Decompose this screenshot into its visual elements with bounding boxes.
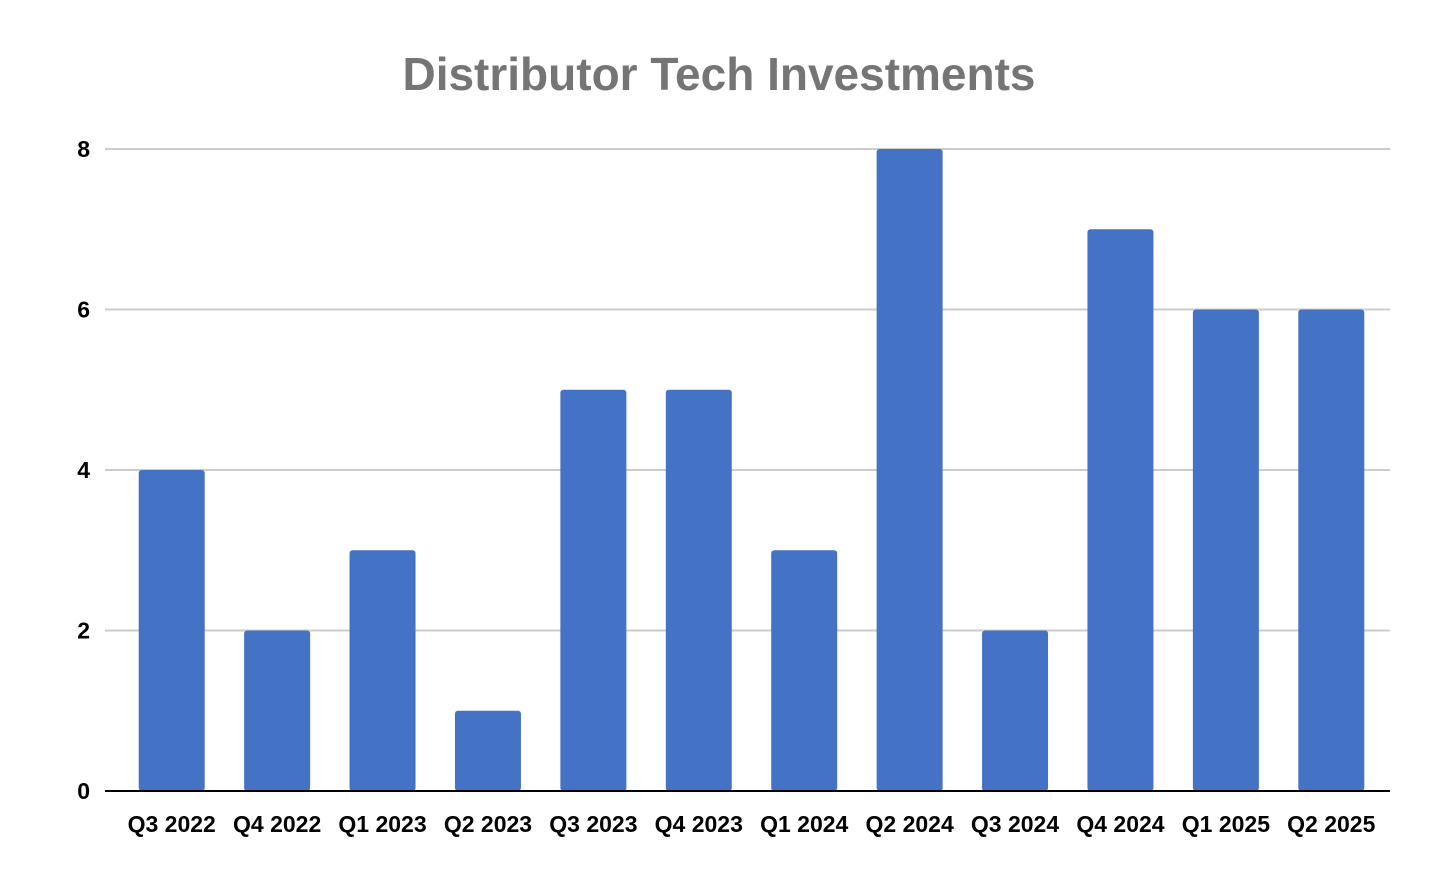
x-axis-ticks: Q3 2022 Q4 2022 Q1 2023 Q2 2023 Q3 2023 Q4 20… — [128, 811, 1376, 837]
y-tick-label: 2 — [77, 618, 90, 644]
bar — [349, 550, 416, 791]
x-tick-label: Q3 2022 — [128, 811, 216, 837]
y-tick-label: 8 — [77, 136, 90, 162]
bar — [982, 630, 1049, 791]
bar — [244, 630, 311, 791]
x-tick-label: Q1 2024 — [760, 811, 848, 837]
x-tick-label: Q2 2023 — [444, 811, 532, 837]
y-tick-label: 6 — [77, 297, 90, 323]
bar — [771, 550, 838, 791]
bar — [1192, 309, 1259, 791]
bar — [454, 710, 521, 791]
x-tick-label: Q4 2022 — [233, 811, 321, 837]
y-tick-label: 4 — [77, 457, 90, 483]
y-axis-ticks: 0 2 4 6 8 — [77, 136, 90, 804]
x-tick-label: Q2 2024 — [866, 811, 954, 837]
y-tick-label: 0 — [77, 778, 90, 804]
x-tick-label: Q1 2025 — [1182, 811, 1270, 837]
bar — [876, 149, 943, 791]
x-tick-label: Q1 2023 — [338, 811, 426, 837]
chart-title: Distributor Tech Investments — [402, 48, 1035, 100]
bar — [1087, 229, 1154, 791]
x-tick-label: Q3 2024 — [971, 811, 1059, 837]
bar — [560, 389, 627, 791]
bar — [665, 389, 732, 791]
gridlines — [105, 148, 1390, 632]
bar — [1298, 309, 1365, 791]
x-tick-label: Q4 2024 — [1076, 811, 1164, 837]
x-tick-label: Q4 2023 — [655, 811, 743, 837]
x-tick-label: Q3 2023 — [549, 811, 637, 837]
bar — [138, 470, 205, 791]
bars — [138, 149, 1365, 791]
x-tick-label: Q2 2025 — [1287, 811, 1375, 837]
